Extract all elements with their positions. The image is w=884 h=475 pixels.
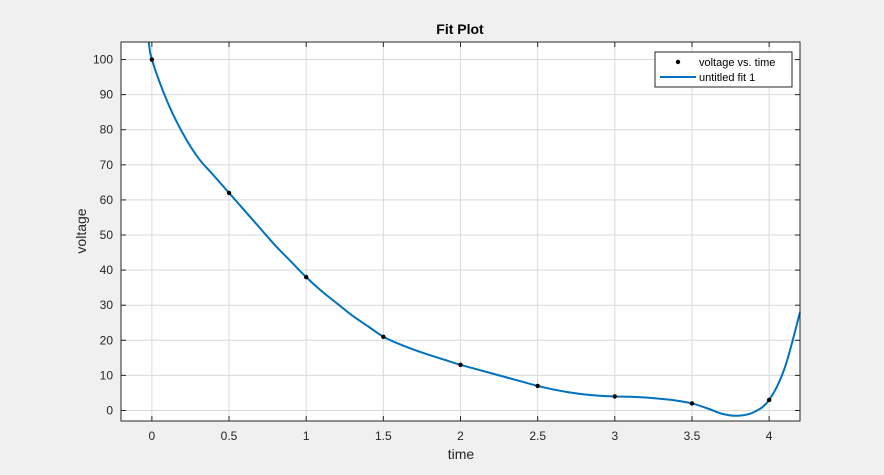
y-tick-label: 30	[100, 298, 114, 312]
x-tick-label: 1	[303, 429, 310, 443]
y-tick-label: 100	[93, 53, 113, 67]
x-tick-label: 3.5	[684, 429, 701, 443]
data-point	[226, 190, 232, 196]
y-tick-label: 60	[100, 193, 114, 207]
data-point	[303, 274, 309, 280]
x-axis-label: time	[448, 446, 475, 462]
data-point	[689, 401, 695, 406]
data-point	[535, 383, 540, 389]
data-point	[766, 397, 772, 403]
series-markers-voltage-vs-time	[149, 57, 772, 406]
grid-lines	[121, 42, 800, 421]
x-tick-label: 3	[611, 429, 618, 443]
tick-marks	[121, 42, 800, 421]
x-tick-label: 2	[457, 429, 464, 443]
y-tick-label: 90	[100, 88, 114, 102]
legend-label-voltage-vs-time: voltage vs. time	[699, 57, 775, 69]
data-point	[381, 334, 386, 339]
x-tick-labels: 0 0.5 1 1.5 2 2.5 3 3.5 4	[149, 429, 773, 443]
legend-marker-icon	[675, 59, 681, 65]
y-tick-labels: 0 10 20 30 40 50 60 70 80 90 100	[93, 53, 113, 418]
legend-box	[654, 51, 793, 88]
y-tick-label: 50	[100, 228, 114, 242]
y-tick-label: 20	[100, 333, 114, 347]
x-tick-label: 0.5	[221, 429, 238, 443]
data-point	[612, 394, 618, 399]
x-tick-label: 2.5	[529, 429, 546, 443]
y-tick-label: 70	[100, 158, 114, 172]
plot-content	[147, 41, 801, 417]
x-tick-label: 4	[766, 429, 773, 443]
y-tick-label: 10	[100, 368, 114, 382]
x-tick-label: 1.5	[375, 429, 392, 443]
y-tick-label: 0	[106, 403, 113, 417]
legend: voltage vs. time untitled fit 1	[654, 51, 793, 88]
data-point	[458, 362, 463, 368]
x-tick-label: 0	[149, 429, 156, 443]
y-tick-label: 40	[100, 263, 114, 277]
data-point	[149, 57, 155, 62]
chart-title: Fit Plot	[436, 21, 484, 37]
legend-label-untitled-fit-1: untitled fit 1	[699, 72, 755, 84]
y-axis-label: voltage	[73, 208, 89, 253]
y-tick-label: 80	[100, 123, 114, 137]
